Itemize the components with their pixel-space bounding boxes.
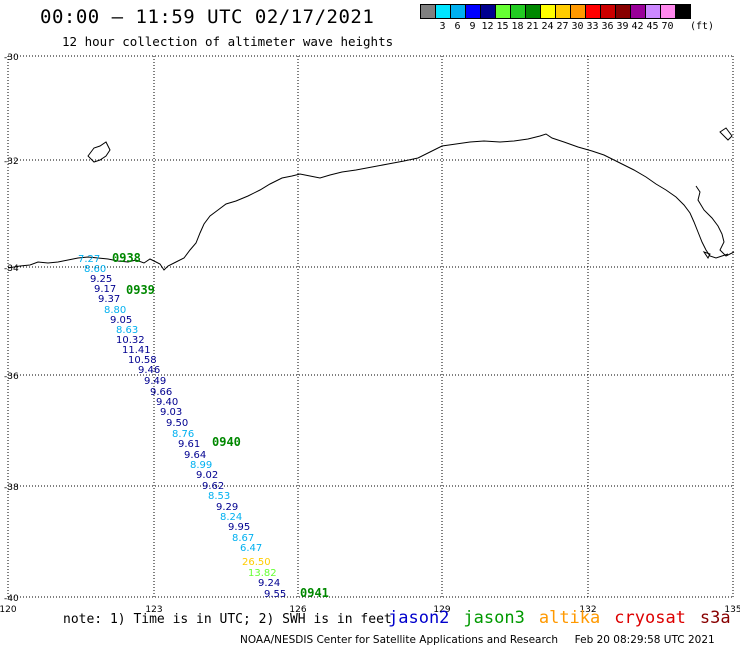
legend-label: 45 (646, 21, 659, 32)
footer-note: note: 1) Time is in UTC; 2) SWH is in fe… (63, 612, 392, 627)
latitude-label: -30 (4, 53, 19, 63)
pass-time-labels: 0938 0939 0940 0941 (112, 251, 329, 600)
wave-height-value: 9.17 (94, 284, 116, 295)
wave-height-value: 8.76 (172, 429, 194, 440)
wave-height-value: 9.40 (156, 397, 178, 408)
longitude-label: 123 (145, 605, 162, 615)
map-title: 00:00 – 11:59 UTC 02/17/2021 (40, 6, 375, 28)
wave-height-value: 9.25 (90, 274, 112, 285)
coastline (7, 127, 735, 271)
wave-height-labels: 7.278.609.259.179.378.809.058.6310.3211.… (78, 254, 286, 600)
wave-height-value: 9.49 (144, 376, 166, 387)
legend-label: 21 (526, 21, 539, 32)
coastline-south-australia (7, 133, 729, 271)
satellite-name: jason2 (388, 608, 450, 628)
wave-height-value: 8.63 (116, 325, 138, 336)
latitude-label: -38 (4, 483, 19, 493)
island-northwest (87, 141, 111, 163)
legend-label: 36 (601, 21, 614, 32)
pass-time-label: 0938 (112, 251, 141, 265)
wave-height-value: 8.99 (190, 460, 212, 471)
wave-height-value: 8.80 (104, 305, 126, 316)
pass-time-label: 0939 (126, 283, 155, 297)
wave-height-value: 9.50 (166, 418, 188, 429)
wave-height-value: 13.82 (248, 568, 277, 579)
island-northeast (719, 127, 733, 141)
wave-height-value: 26.50 (242, 557, 271, 568)
wave-height-value: 9.61 (178, 439, 200, 450)
legend-label: 70 (661, 21, 674, 32)
legend-swatch (675, 4, 691, 19)
wave-height-value: 9.05 (110, 315, 132, 326)
legend-label: 15 (496, 21, 509, 32)
legend-label: 3 (439, 21, 446, 32)
map-subtitle: 12 hour collection of altimeter wave hei… (62, 34, 394, 49)
wave-height-value: 10.32 (116, 335, 145, 346)
wave-height-value: 8.24 (220, 512, 242, 523)
wave-height-value: 11.41 (122, 345, 151, 356)
latitude-label: -32 (4, 157, 19, 167)
wave-height-value: 9.95 (228, 522, 250, 533)
credit-line: NOAA/NESDIS Center for Satellite Applica… (240, 634, 715, 646)
longitude-label: 126 (289, 605, 306, 615)
wave-height-value: 9.46 (138, 365, 160, 376)
legend-label: 33 (586, 21, 599, 32)
legend-label: 18 (511, 21, 524, 32)
wave-height-value: 9.55 (264, 589, 286, 600)
longitude-label: 129 (433, 605, 450, 615)
wave-height-value: 9.66 (150, 387, 172, 398)
satellite-legend: jason2 jason3 altika cryosat s3a (388, 608, 731, 628)
legend-label: 39 (616, 21, 629, 32)
legend-label: 27 (556, 21, 569, 32)
wave-height-value: 9.03 (160, 407, 182, 418)
wave-height-value: 9.29 (216, 502, 238, 513)
wave-height-value: 7.27 (78, 254, 100, 265)
legend-label: 42 (631, 21, 644, 32)
longitude-label: 132 (579, 605, 596, 615)
satellite-name: cryosat (614, 608, 686, 628)
wave-height-value: 8.67 (232, 533, 254, 544)
satellite-name: altika (538, 608, 601, 628)
legend-labels: 3 6 9 12 15 18 21 24 27 30 33 36 39 42 45 70 (ft) (420, 21, 715, 32)
legend-label: 12 (481, 21, 494, 32)
pass-time-label: 0941 (300, 586, 329, 600)
legend-label: 24 (541, 21, 554, 32)
legend-unit: (ft) (690, 21, 715, 32)
latitude-label: -34 (4, 264, 19, 274)
wave-height-value: 9.64 (184, 450, 206, 461)
wave-height-value: 9.62 (202, 481, 224, 492)
wave-height-value: 8.60 (84, 264, 106, 275)
wave-height-value: 6.47 (240, 543, 262, 554)
satellite-name: jason3 (463, 608, 525, 628)
legend-label: 9 (469, 21, 476, 32)
pass-time-label: 0940 (212, 435, 241, 449)
wave-height-value: 9.02 (196, 470, 218, 481)
wave-height-value: 9.37 (98, 294, 120, 305)
latitude-label: -40 (4, 594, 19, 604)
coastline-east-island (695, 185, 735, 257)
legend-label: 6 (454, 21, 461, 32)
wave-height-value: 8.53 (208, 491, 230, 502)
satellite-name: s3a (699, 608, 731, 628)
island-small (702, 251, 711, 259)
legend-label: 30 (571, 21, 584, 32)
color-legend: 3 6 9 12 15 18 21 24 27 30 33 36 39 42 45 70 (ft) (420, 4, 715, 32)
longitude-label: 135 (724, 605, 740, 615)
longitude-label: 120 (0, 605, 17, 615)
legend-swatches (420, 4, 712, 19)
wave-height-value: 10.58 (128, 355, 157, 366)
wave-height-value: 9.24 (258, 578, 280, 589)
latitude-label: -36 (4, 372, 19, 382)
